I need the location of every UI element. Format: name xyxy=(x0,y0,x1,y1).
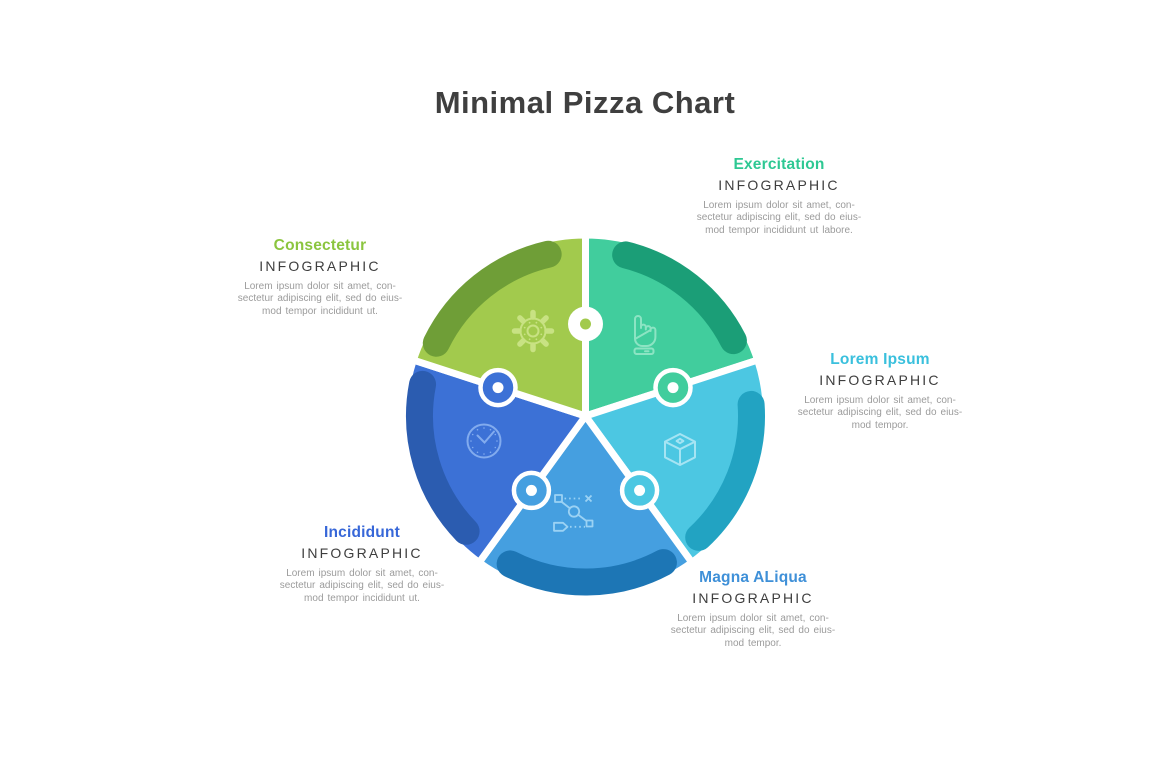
clock-icon xyxy=(466,423,502,459)
segment-body-text: Lorem ipsum dolor sit amet, con- sectetu… xyxy=(670,613,836,649)
segment-heading: Incididunt xyxy=(323,524,401,541)
segment-label-exercitation: Exercitation INFOGRAPHIC Lorem ipsum dol… xyxy=(694,156,864,237)
accent-arc-lorem-ipsum xyxy=(685,390,765,551)
page-title: Minimal Pizza Chart xyxy=(434,85,736,120)
slice-magna-aliqua xyxy=(475,412,696,601)
route-icon xyxy=(553,494,594,532)
segment-subheading: INFOGRAPHIC xyxy=(259,258,381,274)
segment-subheading: INFOGRAPHIC xyxy=(692,590,814,606)
cube-icon xyxy=(664,433,696,466)
gear-icon xyxy=(511,309,555,353)
accent-arc-exercitation xyxy=(612,241,747,355)
puzzle-dot xyxy=(492,382,504,394)
segment-heading: Lorem Ipsum xyxy=(830,351,930,368)
segment-label-incididunt: Incididunt INFOGRAPHIC Lorem ipsum dolor… xyxy=(277,524,447,605)
segment-body-text: Lorem ipsum dolor sit amet, con- sectetu… xyxy=(797,395,963,431)
segment-body-text: Lorem ipsum dolor sit amet, con- sectetu… xyxy=(237,281,403,317)
slice-consectetur xyxy=(409,231,589,420)
segment-body-text: Lorem ipsum dolor sit amet, con- sectetu… xyxy=(279,568,445,604)
puzzle-dot xyxy=(634,484,646,496)
segment-subheading: INFOGRAPHIC xyxy=(819,372,941,388)
segment-heading: Magna ALiqua xyxy=(699,569,807,586)
puzzle-dot xyxy=(525,484,537,496)
accent-arc-consectetur xyxy=(422,240,562,357)
segment-label-lorem-ipsum: Lorem Ipsum INFOGRAPHIC Lorem ipsum dolo… xyxy=(795,351,965,432)
puzzle-dot xyxy=(667,382,679,394)
segment-heading: Consectetur xyxy=(273,237,367,254)
accent-arc-magna-aliqua xyxy=(496,549,677,596)
segment-heading: Exercitation xyxy=(733,156,825,173)
segment-label-magna-aliqua: Magna ALiqua INFOGRAPHIC Lorem ipsum dol… xyxy=(668,569,838,650)
segment-body-text: Lorem ipsum dolor sit amet, con- sectetu… xyxy=(696,200,862,236)
puzzle-dot xyxy=(580,318,591,330)
segment-subheading: INFOGRAPHIC xyxy=(301,545,423,561)
pointer-hand-icon xyxy=(633,315,657,355)
accent-arc-incididunt xyxy=(406,370,480,545)
segment-label-consectetur: Consectetur INFOGRAPHIC Lorem ipsum dolo… xyxy=(235,237,405,318)
segment-subheading: INFOGRAPHIC xyxy=(718,177,840,193)
